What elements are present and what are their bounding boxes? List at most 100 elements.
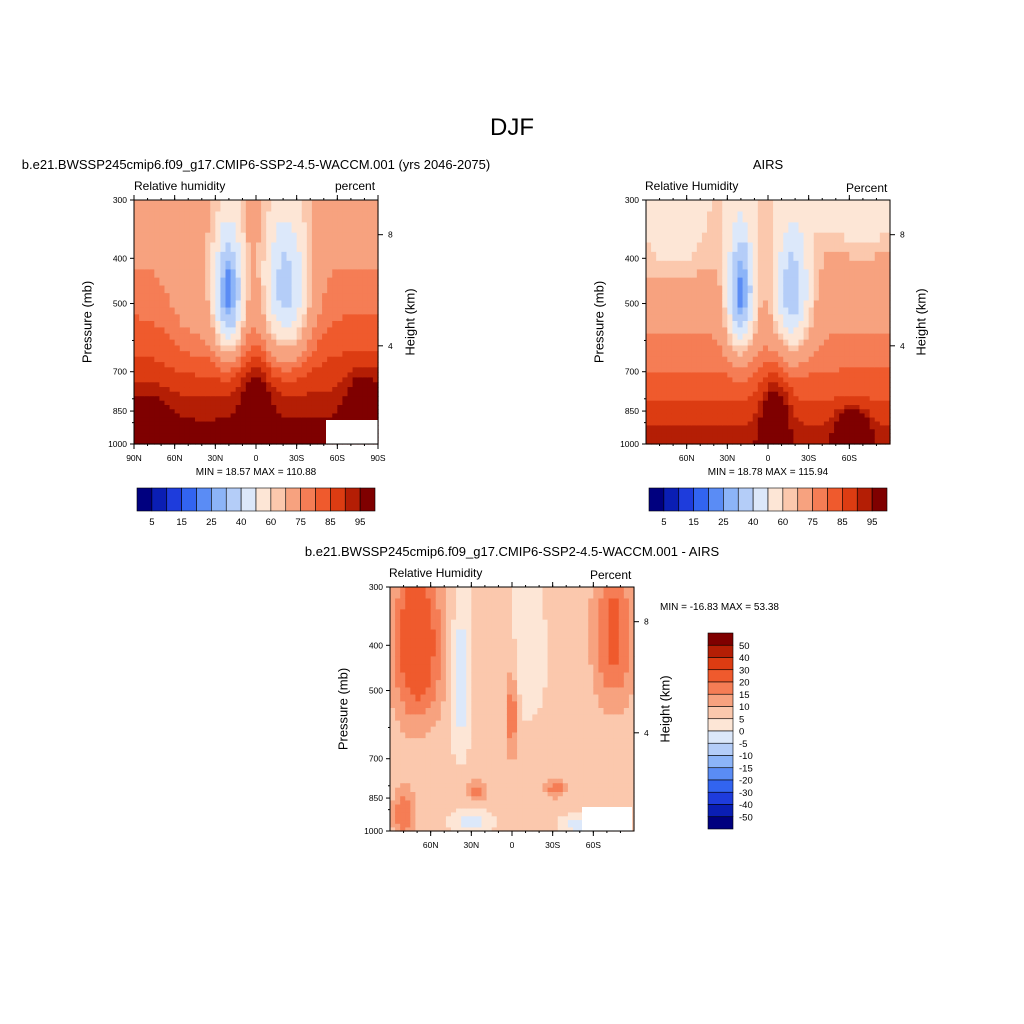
panel3-cell [400, 754, 406, 761]
panel2-cell [701, 260, 708, 270]
panel3-cell [461, 749, 467, 755]
panel3-cell [506, 769, 513, 775]
panel3-cell [405, 812, 411, 817]
panel1-cell [342, 277, 349, 287]
panel2-cell [864, 314, 871, 322]
panel2-cell [722, 232, 728, 244]
panel2-cell [829, 433, 835, 438]
panel2-cell [696, 396, 703, 402]
panel3-cell [496, 800, 503, 806]
panel2-cell [686, 339, 693, 347]
panel1-cell [210, 367, 216, 374]
panel2-cell [818, 391, 825, 397]
panel1-cell [174, 222, 181, 234]
panel1-cell [306, 320, 313, 328]
panel1-cell [332, 307, 338, 315]
panel3-cell [395, 792, 401, 797]
panel2-cell [661, 429, 667, 434]
panel2-cell [707, 429, 713, 434]
panel2-cell [874, 307, 881, 315]
panel1-cell [139, 387, 145, 393]
panel3-cell [491, 816, 498, 821]
panel2-cell [834, 413, 840, 419]
panel1-cell [311, 200, 318, 213]
panel1-cell [357, 405, 364, 410]
panel2-cell [849, 345, 856, 352]
panel1-cell [240, 391, 247, 397]
panel2-cell [854, 387, 861, 393]
panel1-cell [362, 351, 369, 358]
panel3-cell [420, 656, 427, 666]
panel2-cell [646, 327, 652, 335]
panel1-cell [337, 307, 344, 315]
panel2-cell [691, 320, 698, 328]
panel2-cell [778, 211, 784, 223]
panel2-cell [661, 433, 667, 438]
panel3-cell [445, 820, 452, 825]
panel2-cell [732, 314, 739, 322]
panel3-cell [435, 629, 442, 640]
panel2-cell [717, 251, 723, 262]
panel1-cell [311, 327, 318, 335]
panel3-cell [461, 800, 467, 806]
panel2-cell [717, 425, 723, 430]
panel2-cell [793, 425, 800, 430]
panel3-cell [445, 783, 452, 789]
panel2-cell [834, 314, 840, 322]
panel1-cell [174, 260, 181, 270]
panel2-cell [747, 222, 754, 234]
panel1-cell [169, 440, 176, 445]
panel3-cell [496, 701, 503, 709]
panel2-cell [793, 320, 800, 328]
panel1-cell [276, 211, 283, 223]
panel2-cell [778, 293, 784, 302]
panel1-cell [179, 345, 186, 352]
panel2-cell [773, 400, 779, 406]
panel1-cell [230, 285, 237, 294]
panel1-cell [189, 440, 196, 445]
panel3-cell [435, 680, 442, 689]
panel3-cell [451, 664, 457, 674]
panel1-cell [235, 367, 242, 374]
panel1-cell [195, 339, 201, 347]
panel1-cell [205, 200, 211, 213]
panel1-cell [372, 356, 379, 363]
panel2-cell [813, 382, 820, 388]
panel1-cell [311, 320, 318, 328]
panel1-cell [327, 333, 333, 341]
panel1-cell [144, 285, 150, 294]
panel2-cell [773, 339, 779, 347]
panel3-cell [440, 812, 447, 817]
panel2-cell [671, 293, 678, 302]
panel2-cell [844, 242, 850, 253]
panel2-cell [656, 232, 662, 244]
panel2-cell [788, 382, 795, 388]
panel2-cell [808, 222, 815, 234]
panel2-cell [768, 339, 774, 347]
panel1-cell [256, 433, 262, 438]
panel3-cell [415, 694, 422, 702]
panel1-cell [220, 421, 227, 427]
panel2-cell [879, 417, 886, 423]
panel1-cell [179, 356, 186, 363]
panel2-cell [737, 200, 744, 213]
panel2-cell [884, 327, 891, 335]
panel3-cell [471, 694, 478, 702]
panel3-cell [456, 619, 462, 631]
panel1-cell [327, 413, 333, 419]
panel1-cell [159, 387, 166, 393]
panel1-cell [245, 387, 252, 393]
panel2-cell [768, 242, 774, 253]
panel1-cell [184, 396, 191, 402]
panel1-cell [139, 417, 145, 423]
panel2-cell [818, 400, 825, 406]
panel1-cell [134, 405, 140, 410]
panel2-cell [818, 362, 825, 368]
panel3-cell [456, 778, 462, 784]
panel2-cell [681, 260, 688, 270]
panel2-cell [874, 387, 881, 393]
panel1-cell [322, 293, 328, 302]
panel1-cell [296, 242, 303, 253]
panel1-colorbar-swatch [255, 487, 272, 512]
panel2-cell [732, 372, 739, 379]
